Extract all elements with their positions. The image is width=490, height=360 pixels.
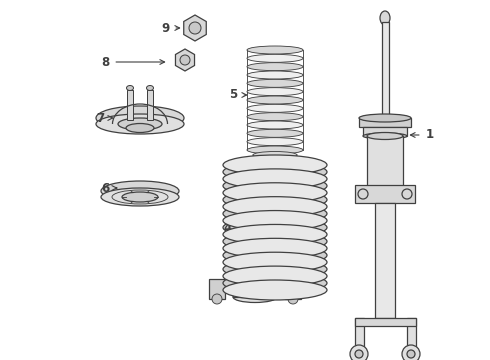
Text: 7: 7 <box>96 112 113 125</box>
Ellipse shape <box>223 183 327 203</box>
Bar <box>127 90 133 120</box>
Ellipse shape <box>223 169 327 189</box>
Ellipse shape <box>261 178 290 185</box>
Bar <box>407 318 416 348</box>
Ellipse shape <box>223 162 327 182</box>
Ellipse shape <box>118 118 162 130</box>
Ellipse shape <box>101 188 179 206</box>
Text: 3: 3 <box>236 166 258 179</box>
Ellipse shape <box>247 96 303 104</box>
Ellipse shape <box>367 132 403 139</box>
Bar <box>355 185 415 203</box>
Text: 8: 8 <box>101 55 165 68</box>
Ellipse shape <box>263 186 287 194</box>
Bar <box>363 127 407 136</box>
Circle shape <box>407 350 415 358</box>
Circle shape <box>350 345 368 360</box>
Ellipse shape <box>223 280 327 300</box>
Ellipse shape <box>247 104 303 112</box>
Circle shape <box>288 294 298 304</box>
Circle shape <box>402 345 420 360</box>
Ellipse shape <box>233 292 277 302</box>
Ellipse shape <box>247 146 303 154</box>
Ellipse shape <box>126 123 154 132</box>
Ellipse shape <box>255 160 294 167</box>
Bar <box>382 22 389 118</box>
Ellipse shape <box>223 238 327 258</box>
Text: 6: 6 <box>101 181 117 194</box>
Ellipse shape <box>147 85 153 90</box>
Text: 9: 9 <box>161 22 180 35</box>
Ellipse shape <box>247 79 303 87</box>
Ellipse shape <box>101 181 179 201</box>
Ellipse shape <box>223 259 327 279</box>
Circle shape <box>189 22 201 34</box>
Ellipse shape <box>223 204 327 224</box>
Ellipse shape <box>126 85 133 90</box>
Bar <box>375 203 395 318</box>
Text: 2: 2 <box>285 288 304 302</box>
Circle shape <box>180 55 190 65</box>
Ellipse shape <box>223 252 327 272</box>
Text: 5: 5 <box>229 89 246 102</box>
Bar <box>285 279 301 299</box>
Ellipse shape <box>253 152 297 158</box>
Ellipse shape <box>233 279 277 291</box>
Text: 1: 1 <box>411 129 434 141</box>
Ellipse shape <box>247 63 303 71</box>
Ellipse shape <box>223 231 327 251</box>
Ellipse shape <box>247 129 303 137</box>
Ellipse shape <box>223 155 327 175</box>
Ellipse shape <box>247 113 303 121</box>
Ellipse shape <box>247 71 303 79</box>
Ellipse shape <box>223 197 327 217</box>
Circle shape <box>212 294 222 304</box>
Ellipse shape <box>247 54 303 62</box>
Ellipse shape <box>223 273 327 293</box>
Ellipse shape <box>223 266 327 286</box>
Ellipse shape <box>225 277 285 293</box>
Ellipse shape <box>223 190 327 210</box>
Ellipse shape <box>247 46 303 54</box>
Ellipse shape <box>247 88 303 96</box>
Ellipse shape <box>363 133 407 139</box>
Ellipse shape <box>359 114 411 122</box>
Ellipse shape <box>380 11 390 25</box>
Ellipse shape <box>223 211 327 230</box>
Ellipse shape <box>223 224 327 244</box>
Bar <box>355 318 364 348</box>
Ellipse shape <box>258 169 292 176</box>
Ellipse shape <box>223 245 327 265</box>
Bar <box>367 136 403 195</box>
Bar <box>233 285 277 297</box>
Ellipse shape <box>96 106 184 130</box>
Ellipse shape <box>96 114 184 134</box>
Ellipse shape <box>367 192 403 198</box>
Bar <box>355 318 416 326</box>
Ellipse shape <box>247 121 303 129</box>
Ellipse shape <box>223 176 327 196</box>
Ellipse shape <box>223 217 327 238</box>
Ellipse shape <box>247 138 303 146</box>
Ellipse shape <box>122 192 158 202</box>
Bar <box>147 90 153 120</box>
Circle shape <box>355 350 363 358</box>
Text: 4: 4 <box>224 221 243 234</box>
Bar <box>359 118 411 127</box>
Bar <box>209 279 225 299</box>
